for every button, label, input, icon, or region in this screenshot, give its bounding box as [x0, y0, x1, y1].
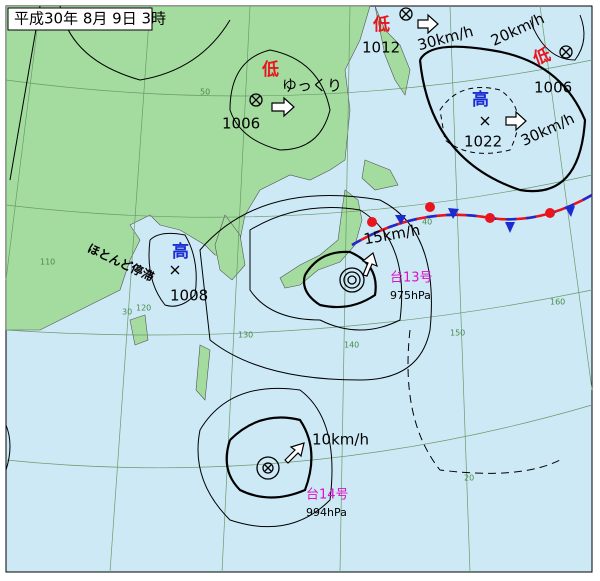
isobars [5, 5, 587, 528]
typhoon-name: 台13号 [390, 271, 433, 286]
motion: ゆっくり [282, 77, 342, 95]
typhoon-pressure: 975hPa [390, 289, 431, 302]
typhoon-name: 台14号 [306, 488, 349, 503]
grid-label: 130 [238, 331, 253, 340]
title-box [7, 7, 153, 31]
low-symbol: 低 [372, 14, 390, 35]
grid-label: 140 [344, 341, 359, 350]
grid-label: 40 [422, 218, 432, 227]
front [351, 193, 593, 247]
pressure: 1008 [170, 287, 208, 305]
title: 平成30年 8月 9日 3時 [14, 10, 166, 28]
pressure: 1022 [464, 133, 502, 151]
typhoon-pressure: 994hPa [306, 506, 347, 519]
motion: 10km/h [312, 431, 369, 449]
grid-label: 50 [200, 88, 210, 97]
grid-label: 110 [40, 258, 55, 267]
grid-label: 20 [464, 474, 474, 483]
grid-label: 150 [450, 329, 465, 338]
grid-label: 160 [550, 298, 565, 307]
low-symbol: 低 [261, 59, 279, 80]
pressure: 1006 [222, 115, 260, 133]
pressure: 1006 [534, 79, 572, 97]
pressure: 1012 [362, 39, 400, 57]
high-symbol: 高 [472, 89, 489, 110]
grid-label: 30 [122, 308, 132, 317]
high-symbol: 高 [172, 241, 189, 262]
symbols [170, 7, 573, 480]
grid-label: 120 [136, 304, 151, 313]
